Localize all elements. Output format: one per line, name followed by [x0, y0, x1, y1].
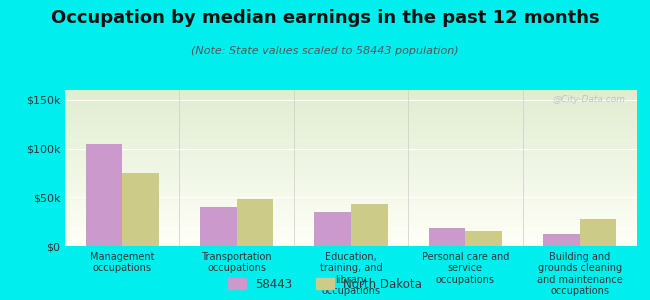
Text: @City-Data.com: @City-Data.com: [552, 95, 625, 104]
Text: Occupation by median earnings in the past 12 months: Occupation by median earnings in the pas…: [51, 9, 599, 27]
Bar: [580, 219, 616, 246]
Bar: [351, 204, 387, 246]
Bar: [122, 173, 159, 246]
Text: (Note: State values scaled to 58443 population): (Note: State values scaled to 58443 popu…: [191, 46, 459, 56]
Bar: [86, 144, 122, 246]
Legend: 58443, North Dakota: 58443, North Dakota: [224, 274, 426, 294]
Bar: [237, 199, 273, 246]
Bar: [315, 212, 351, 246]
Bar: [543, 234, 580, 246]
Bar: [465, 231, 502, 246]
Bar: [429, 229, 465, 246]
Bar: [200, 207, 237, 246]
